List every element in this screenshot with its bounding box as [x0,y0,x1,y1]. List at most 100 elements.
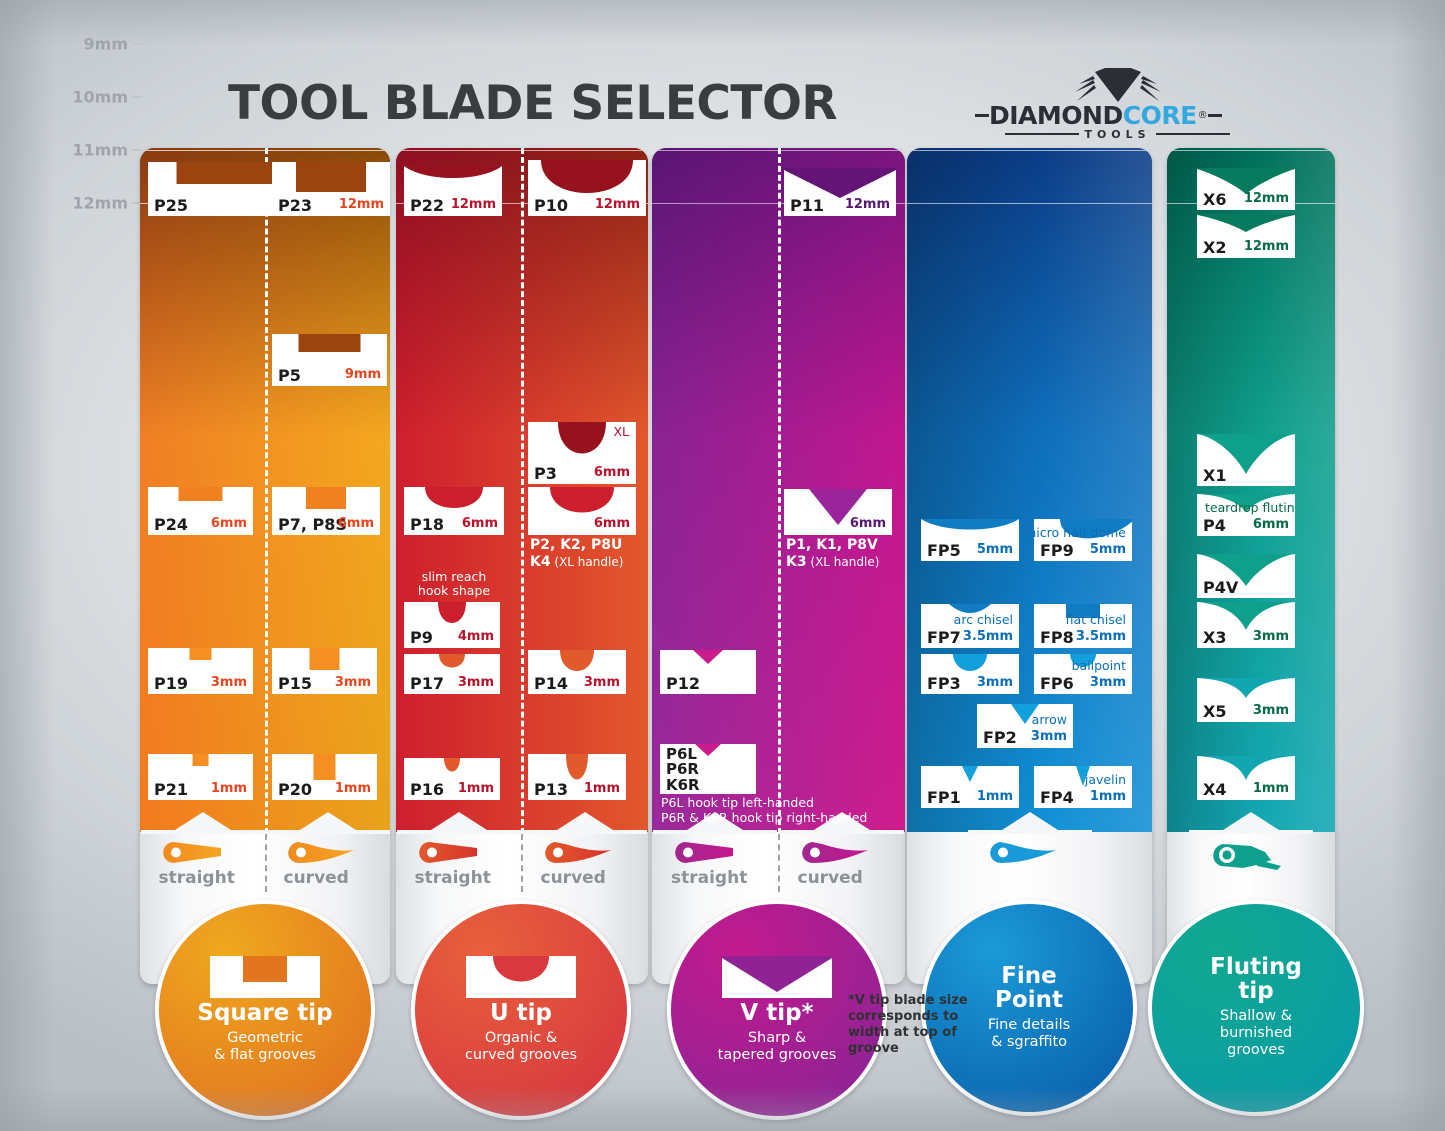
badge-title: V tip* [740,999,814,1026]
blade-chip[interactable]: arc chisel FP7 3.5mm [921,604,1019,648]
diamond-icon [1075,68,1161,112]
blade-sub-line2: K3 (XL handle) [786,553,880,570]
blade-size: 3mm [1030,729,1067,744]
blade-code: P18 [410,514,444,534]
handle-label-curved: curved [540,868,606,888]
curved-handle-icon [798,840,886,870]
blade-note: teardrop fluting [1205,500,1295,515]
badge-u[interactable]: U tip Organic & curved grooves [411,900,631,1120]
diamondcore-logo: DIAMOND CORE ® TOOLS [975,68,1260,141]
badge-description: Geometric & flat grooves [214,1029,316,1063]
blade-handedness-note: P6L hook tip left-handed P6R & K6R hook … [661,795,868,825]
blade-chip[interactable]: P22 12mm [404,166,502,216]
badge-title: Fluting tip [1210,954,1302,1005]
blade-chip[interactable]: P11 12mm [784,168,896,216]
blade-chip[interactable]: 6mm [784,489,892,535]
blade-code: P6L P6R K6R [666,745,700,794]
blade-chip[interactable]: P24 6mm [148,487,253,535]
blade-size: 3mm [457,675,494,690]
blade-chip[interactable]: P20 1mm [272,754,377,800]
blade-code: FP4 [1040,787,1074,807]
logo-bar-right [1207,113,1222,117]
base-divider [778,834,780,892]
blade-chip[interactable]: X1 [1197,434,1295,486]
blade-sub-line2: K4 (XL handle) [530,553,624,570]
blade-size: 3.5mm [962,629,1013,644]
blade-size: 6mm [593,465,630,480]
blade-chip[interactable]: 6mm [528,487,636,535]
blade-above-note: slim reach hook shape [417,569,491,599]
straight-handle-icon [415,840,503,870]
blade-chip[interactable]: P16 1mm [404,758,500,800]
blade-chip[interactable]: X4 1mm [1197,756,1295,800]
handle-label-straight: straight [671,868,748,888]
badge-square[interactable]: Square tip Geometric & flat grooves [155,900,375,1120]
blade-chip[interactable]: FP5 5mm [921,519,1019,561]
blade-chip[interactable]: P15 3mm [272,648,377,694]
badge-v[interactable]: V tip* Sharp & tapered grooves [667,900,887,1120]
badge-finepoint[interactable]: Fine Point Fine details & sgraffito [921,900,1137,1116]
blade-code: FP1 [927,787,961,807]
blade-code: P16 [410,779,444,799]
blade-chip[interactable]: X5 3mm [1197,678,1295,722]
blade-size: 3mm [976,675,1013,690]
axis-tick-10mm [132,96,142,98]
blade-chip[interactable]: P12 [660,650,756,694]
blade-size: 1mm [583,781,620,796]
blade-chip[interactable]: P5 9mm [272,334,387,386]
blade-chip[interactable]: FP3 3mm [921,654,1019,694]
blade-chip[interactable]: P17 3mm [404,654,500,694]
blade-code: P4V [1203,577,1239,597]
blade-chip[interactable]: P14 3mm [528,650,626,694]
blade-chip[interactable]: X2 12mm [1197,214,1295,258]
blade-code: P19 [154,673,188,693]
blade-size: 1mm [334,781,371,796]
blade-chip[interactable]: X6 12mm [1197,168,1295,210]
handle-icon [1207,840,1295,874]
blade-chip[interactable]: flat chisel FP8 3.5mm [1034,604,1132,648]
blade-chip[interactable]: P6L P6R K6R [660,744,756,794]
blade-size: 1mm [457,781,494,796]
blade-chip[interactable]: P23 12mm [272,162,390,216]
blade-chip[interactable]: P10 12mm [528,160,646,216]
blade-chip[interactable]: P13 1mm [528,754,626,800]
blade-chip[interactable]: P4V [1197,554,1295,598]
blade-code: P10 [534,195,568,215]
blade-chip[interactable]: FP1 1mm [921,766,1019,808]
blade-sub-line1: P2, K2, P8U [530,537,623,553]
blade-size: 6mm [1252,517,1289,532]
blade-size: 1mm [1089,789,1126,804]
badge-fluting[interactable]: Fluting tip Shallow & burnished grooves [1148,900,1364,1116]
blade-note: javelin [1084,772,1126,787]
blade-chip[interactable]: micro half dome FP9 5mm [1034,519,1132,561]
blade-chip[interactable]: P9 4mm [404,602,500,648]
badge-profile-icon [466,955,576,998]
blade-code: P24 [154,514,188,534]
blade-size: 9mm [344,367,381,382]
curved-handle-icon [541,840,629,870]
blade-size: 3mm [1252,703,1289,718]
blade-chip[interactable]: X3 3mm [1197,602,1295,648]
blade-chip[interactable]: XL P3 6mm [528,422,636,484]
blade-code: X1 [1203,465,1227,485]
blade-size: 12mm [1243,191,1289,206]
blade-chip[interactable]: ballpoint FP6 3mm [1034,654,1132,694]
blade-chip[interactable]: javelin FP4 1mm [1034,766,1132,808]
blade-code: FP2 [983,727,1017,747]
curved-handle-icon [284,840,372,870]
blade-chip[interactable]: teardrop fluting P4 6mm [1197,494,1295,536]
blade-code: P22 [410,195,444,215]
blade-code: P3 [534,463,557,483]
gridline-12mm [907,203,1152,204]
blade-sub-codes: P1, K1, P8V K3 (XL handle) [786,537,879,570]
badge-description: Fine details & sgraffito [987,1016,1071,1050]
blade-chip[interactable]: P21 1mm [148,754,253,800]
axis-label-10mm: 10mm [72,87,128,107]
axis-label-12mm: 12mm [72,193,128,213]
blade-chip[interactable]: P19 3mm [148,648,253,694]
blade-code: P21 [154,779,188,799]
blade-chip[interactable]: P7, P8S 6mm [272,487,380,535]
blade-chip[interactable]: P18 6mm [404,487,504,535]
blade-chip[interactable]: arrow FP2 3mm [977,704,1073,748]
blade-size: 1mm [976,789,1013,804]
